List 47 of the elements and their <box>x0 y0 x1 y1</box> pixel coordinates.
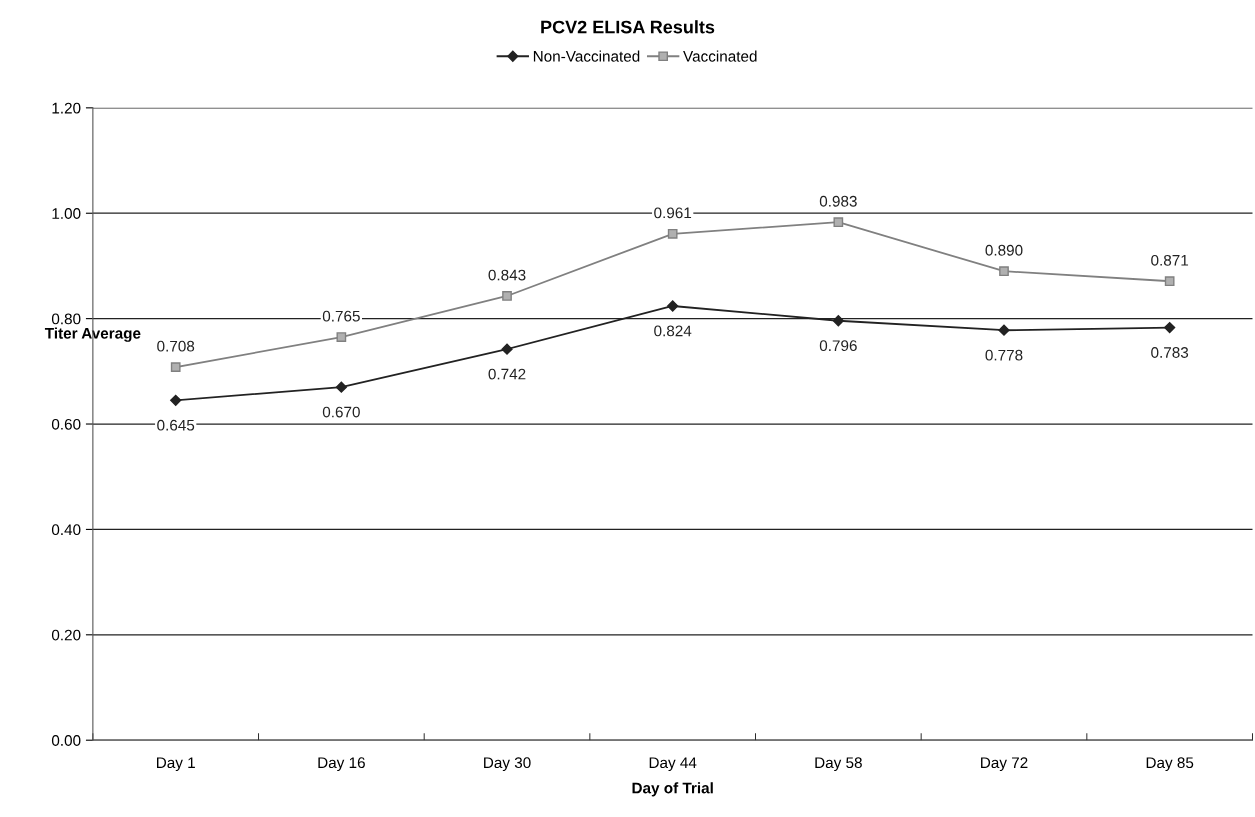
y-tick-label: 0.80 <box>51 313 81 325</box>
x-tick-label: Day 44 <box>649 757 697 772</box>
y-tick-label: 1.20 <box>52 102 81 114</box>
point <box>667 228 678 239</box>
data-label: 0.708 <box>157 340 195 352</box>
x-tick-label: Day 30 <box>484 757 531 772</box>
point <box>998 324 1010 336</box>
point <box>336 332 347 342</box>
data-label: 0.742 <box>488 368 526 380</box>
data-label: 0.796 <box>819 340 857 352</box>
point <box>832 315 844 327</box>
data-label: 0.983 <box>819 195 857 207</box>
data-label: 0.783 <box>1151 347 1189 358</box>
y-tick-label: 0.20 <box>51 629 81 641</box>
x-tick-label: Day 85 <box>1146 757 1194 772</box>
point <box>335 381 347 393</box>
data-label: 0.645 <box>157 419 195 431</box>
x-axis-title: Day of Trial <box>632 782 713 797</box>
chart-title: PCV2 ELISA Results <box>541 20 715 34</box>
data-label: 0.778 <box>985 349 1023 361</box>
x-tick-label: Day 72 <box>981 757 1028 772</box>
point <box>667 300 679 312</box>
legend-label: Vaccinated <box>683 50 757 62</box>
legend-label: Non-Vaccinated <box>533 50 640 62</box>
point <box>833 217 844 228</box>
point <box>502 291 512 301</box>
data-label: 0.961 <box>654 207 692 219</box>
data-label: 0.765 <box>322 310 360 322</box>
point <box>170 362 181 372</box>
point <box>501 343 513 355</box>
y-tick-label: 0.60 <box>51 418 81 430</box>
x-tick-label: Day 16 <box>318 757 365 772</box>
data-label: 0.670 <box>322 406 360 418</box>
y-axis-title: Titer Average <box>44 327 141 342</box>
y-tick-label: 0.00 <box>51 735 81 746</box>
point <box>1164 276 1175 287</box>
point <box>999 266 1009 277</box>
x-tick-label: Day 58 <box>815 757 862 772</box>
y-tick-label: 0.40 <box>51 524 81 536</box>
point <box>170 394 182 406</box>
data-label: 0.843 <box>488 269 526 281</box>
data-label: 0.871 <box>1151 254 1189 266</box>
data-label: 0.824 <box>654 325 692 337</box>
x-tick-label: Day 1 <box>157 757 195 772</box>
y-tick-label: 1.00 <box>52 208 81 219</box>
point <box>1164 321 1176 334</box>
data-label: 0.890 <box>985 244 1023 256</box>
